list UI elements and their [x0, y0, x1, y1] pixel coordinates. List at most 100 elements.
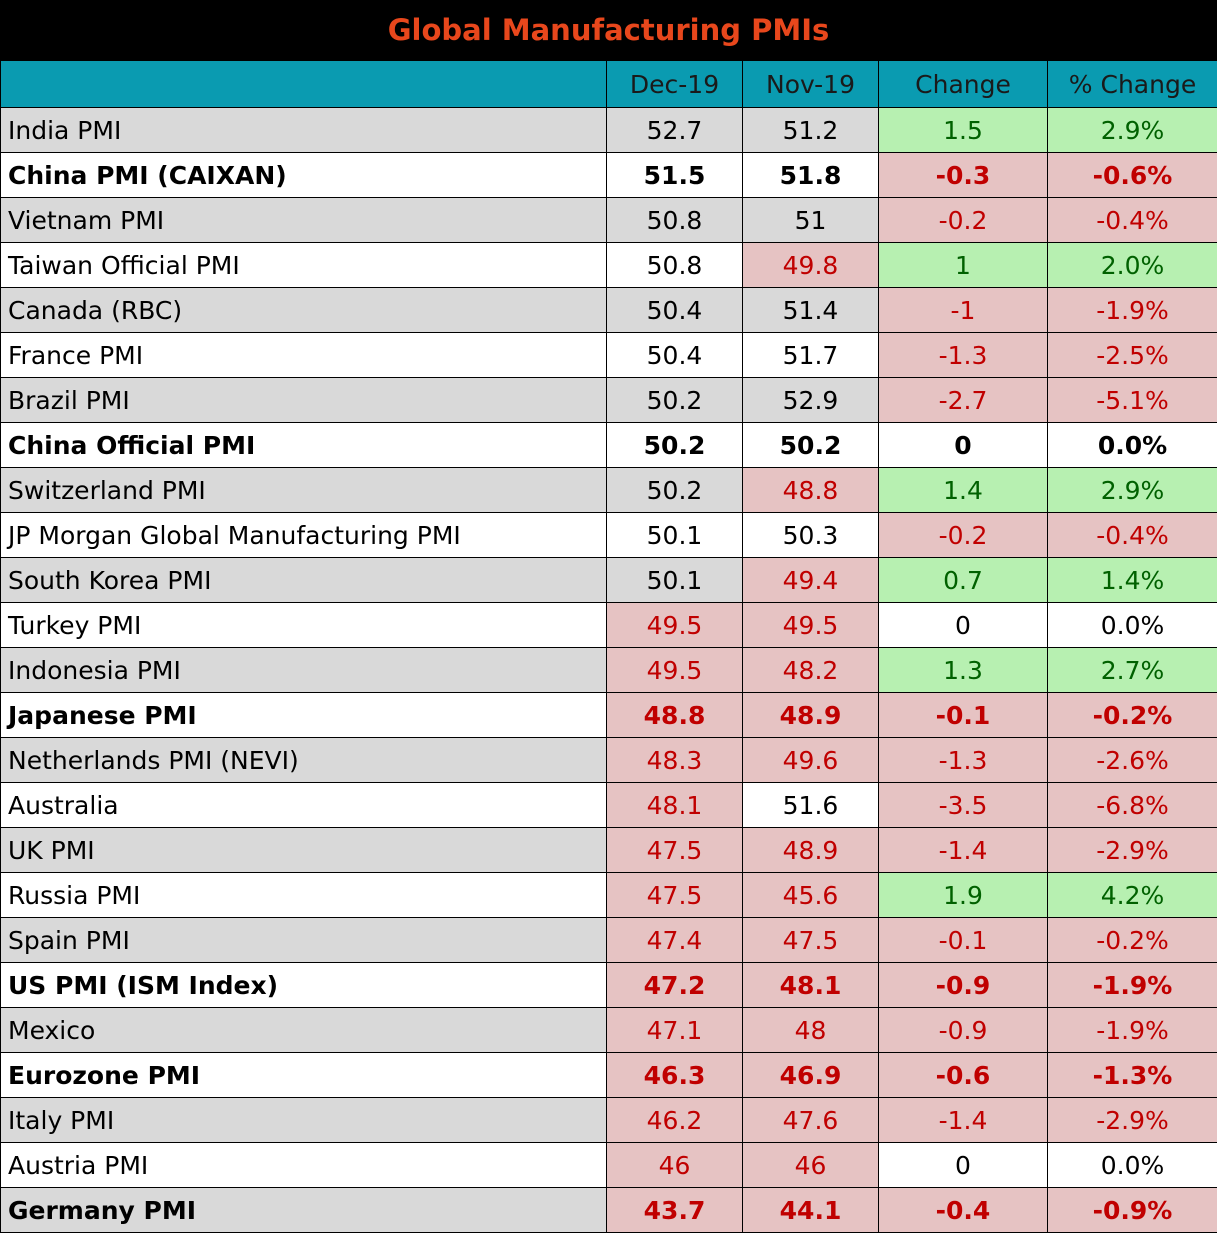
cell-country: US PMI (ISM Index) [0, 962, 607, 1008]
cell-change: 0.7 [878, 557, 1048, 603]
cell-change: -3.5 [878, 782, 1048, 828]
cell-pct-change: -2.6% [1047, 737, 1217, 783]
table-body: India PMI 52.7 51.2 1.5 2.9% China PMI (CAIXA… [0, 107, 1217, 1233]
cell-change: -0.2 [878, 197, 1048, 243]
cell-country: Russia PMI [0, 872, 607, 918]
cell-country: China Official PMI [0, 422, 607, 468]
header-pct-change: % Change [1047, 60, 1217, 108]
cell-nov-19: 50.2 [742, 422, 879, 468]
cell-country: Turkey PMI [0, 602, 607, 648]
cell-country: Spain PMI [0, 917, 607, 963]
cell-country: Netherlands PMI (NEVI) [0, 737, 607, 783]
cell-change: -0.2 [878, 512, 1048, 558]
cell-nov-19: 47.6 [742, 1097, 879, 1143]
cell-change: 1 [878, 242, 1048, 288]
cell-nov-19: 49.8 [742, 242, 879, 288]
cell-dec-19: 50.2 [606, 377, 743, 423]
cell-country: South Korea PMI [0, 557, 607, 603]
cell-change: -0.1 [878, 692, 1048, 738]
header-dec-19: Dec-19 [606, 60, 743, 108]
table-row: Russia PMI 47.5 45.6 1.9 4.2% [0, 872, 1217, 918]
cell-dec-19: 50.1 [606, 557, 743, 603]
cell-nov-19: 51.4 [742, 287, 879, 333]
cell-country: Canada (RBC) [0, 287, 607, 333]
cell-nov-19: 44.1 [742, 1187, 879, 1233]
table-row: Taiwan Official PMI 50.8 49.8 1 2.0% [0, 242, 1217, 288]
table-row: Mexico 47.1 48 -0.9 -1.9% [0, 1007, 1217, 1053]
cell-pct-change: -1.3% [1047, 1052, 1217, 1098]
cell-pct-change: 2.9% [1047, 107, 1217, 153]
cell-change: -0.9 [878, 1007, 1048, 1053]
cell-dec-19: 50.4 [606, 332, 743, 378]
cell-country: Indonesia PMI [0, 647, 607, 693]
cell-nov-19: 52.9 [742, 377, 879, 423]
header-country [0, 60, 607, 108]
cell-nov-19: 51 [742, 197, 879, 243]
cell-dec-19: 50.1 [606, 512, 743, 558]
cell-nov-19: 45.6 [742, 872, 879, 918]
cell-nov-19: 48.2 [742, 647, 879, 693]
table-row: India PMI 52.7 51.2 1.5 2.9% [0, 107, 1217, 153]
cell-country: Vietnam PMI [0, 197, 607, 243]
cell-change: 0 [878, 422, 1048, 468]
cell-dec-19: 47.1 [606, 1007, 743, 1053]
cell-change: -0.6 [878, 1052, 1048, 1098]
cell-dec-19: 46.3 [606, 1052, 743, 1098]
cell-nov-19: 51.7 [742, 332, 879, 378]
cell-change: 1.4 [878, 467, 1048, 513]
cell-dec-19: 47.5 [606, 872, 743, 918]
table-title: Global Manufacturing PMIs [0, 0, 1217, 60]
cell-dec-19: 49.5 [606, 647, 743, 693]
cell-change: -1.3 [878, 737, 1048, 783]
cell-dec-19: 50.2 [606, 467, 743, 513]
cell-pct-change: 2.7% [1047, 647, 1217, 693]
table-row: JP Morgan Global Manufacturing PMI 50.1 50… [0, 512, 1217, 558]
cell-nov-19: 51.6 [742, 782, 879, 828]
cell-nov-19: 48 [742, 1007, 879, 1053]
cell-nov-19: 46 [742, 1142, 879, 1188]
cell-country: UK PMI [0, 827, 607, 873]
table-row: China PMI (CAIXAN) 51.5 51.8 -0.3 -0.6% [0, 152, 1217, 198]
cell-dec-19: 50.8 [606, 242, 743, 288]
cell-dec-19: 50.4 [606, 287, 743, 333]
table-row: Australia 48.1 51.6 -3.5 -6.8% [0, 782, 1217, 828]
cell-dec-19: 50.8 [606, 197, 743, 243]
table-row: Spain PMI 47.4 47.5 -0.1 -0.2% [0, 917, 1217, 963]
cell-pct-change: 0.0% [1047, 602, 1217, 648]
cell-change: -0.9 [878, 962, 1048, 1008]
cell-pct-change: -1.9% [1047, 962, 1217, 1008]
cell-nov-19: 49.6 [742, 737, 879, 783]
cell-change: -1 [878, 287, 1048, 333]
cell-pct-change: -6.8% [1047, 782, 1217, 828]
table-row: Canada (RBC) 50.4 51.4 -1 -1.9% [0, 287, 1217, 333]
cell-country: France PMI [0, 332, 607, 378]
cell-pct-change: -2.5% [1047, 332, 1217, 378]
cell-dec-19: 50.2 [606, 422, 743, 468]
cell-change: -1.4 [878, 827, 1048, 873]
cell-pct-change: 0.0% [1047, 1142, 1217, 1188]
cell-pct-change: 4.2% [1047, 872, 1217, 918]
cell-change: -2.7 [878, 377, 1048, 423]
table-row: Japanese PMI 48.8 48.9 -0.1 -0.2% [0, 692, 1217, 738]
cell-pct-change: -0.2% [1047, 917, 1217, 963]
cell-dec-19: 43.7 [606, 1187, 743, 1233]
header-nov-19: Nov-19 [742, 60, 879, 108]
cell-nov-19: 48.1 [742, 962, 879, 1008]
cell-dec-19: 47.5 [606, 827, 743, 873]
table-row: Switzerland PMI 50.2 48.8 1.4 2.9% [0, 467, 1217, 513]
cell-pct-change: -0.4% [1047, 512, 1217, 558]
header-row: Dec-19 Nov-19 Change % Change [0, 60, 1217, 108]
cell-dec-19: 46.2 [606, 1097, 743, 1143]
cell-nov-19: 47.5 [742, 917, 879, 963]
cell-dec-19: 48.3 [606, 737, 743, 783]
cell-nov-19: 51.2 [742, 107, 879, 153]
cell-nov-19: 49.5 [742, 602, 879, 648]
cell-country: Eurozone PMI [0, 1052, 607, 1098]
table-row: France PMI 50.4 51.7 -1.3 -2.5% [0, 332, 1217, 378]
cell-country: Mexico [0, 1007, 607, 1053]
cell-pct-change: -5.1% [1047, 377, 1217, 423]
cell-change: 1.3 [878, 647, 1048, 693]
cell-dec-19: 48.1 [606, 782, 743, 828]
cell-nov-19: 49.4 [742, 557, 879, 603]
table-row: UK PMI 47.5 48.9 -1.4 -2.9% [0, 827, 1217, 873]
